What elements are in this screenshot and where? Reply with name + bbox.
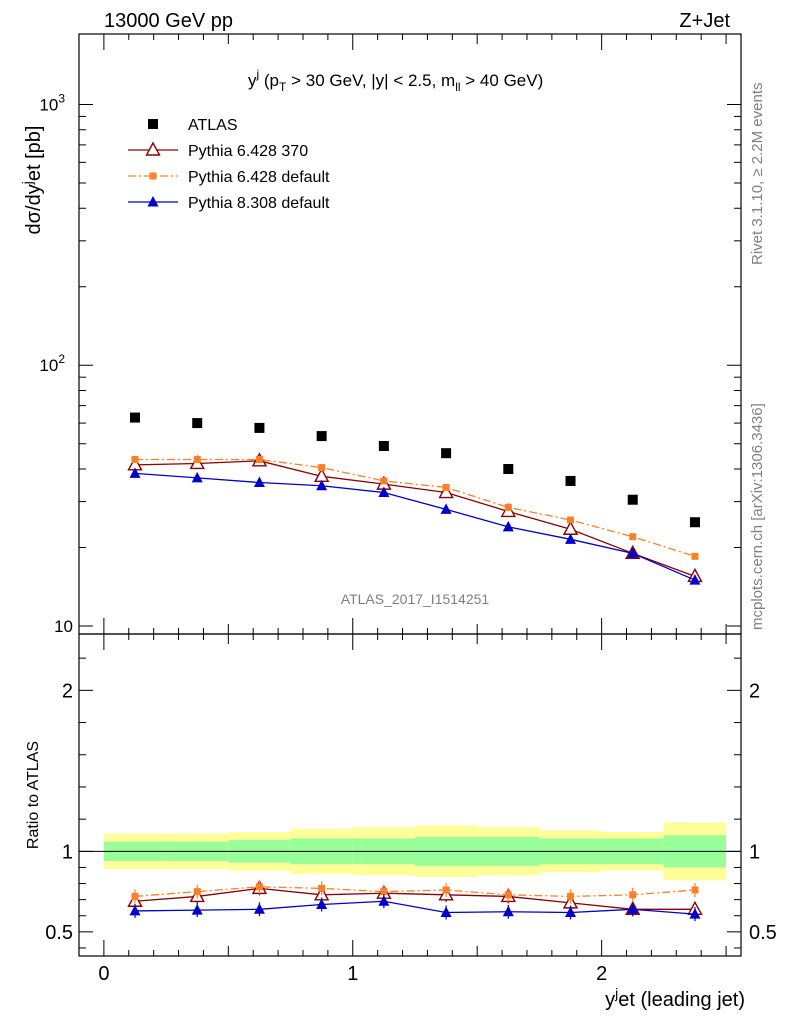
- main-point-0: [441, 448, 452, 459]
- ratio-y-tick-label-right: 2: [749, 680, 760, 702]
- ratio-point-2: [380, 888, 388, 896]
- ratio-point-2: [318, 884, 326, 892]
- ratio-uncertainty-bands: [79, 822, 741, 881]
- ratio-point-3: [689, 908, 701, 919]
- legend: ATLAS Pythia 6.428 370 Pythia 6.428 defaul…: [128, 117, 330, 212]
- rivet-version-label: Rivet 3.1.10, ≥ 2.2M events: [749, 83, 766, 266]
- main-y-axis-label: dσ/dyjet [pb]: [19, 126, 45, 235]
- main-point-2: [442, 483, 450, 491]
- main-y-tick-label: 102: [39, 352, 65, 375]
- x-axis-label: yjet (leading jet): [605, 985, 745, 1011]
- ratio-series-line-1: [134, 887, 695, 910]
- ratio-y-tick-label-left: 2: [62, 680, 73, 702]
- main-y-tick-label: 103: [39, 91, 65, 114]
- main-point-0: [503, 464, 514, 475]
- main-point-2: [255, 456, 263, 464]
- ratio-point-3: [253, 903, 265, 914]
- main-point-3: [253, 476, 265, 488]
- main-point-2: [193, 456, 201, 464]
- ratio-y-axis-label: Ratio to ATLAS: [25, 741, 42, 849]
- main-point-0: [316, 431, 327, 442]
- ratio-panel-frame: [78, 633, 742, 957]
- legend-label: Pythia 6.428 default: [188, 169, 330, 186]
- main-series-line-3: [134, 472, 696, 581]
- ratio-y-tick-label-right: 0.5: [749, 922, 777, 944]
- ratio-point-3: [627, 903, 639, 914]
- legend-label: Pythia 6.428 370: [188, 143, 308, 160]
- main-point-0: [565, 475, 576, 486]
- ratio-point-3: [378, 895, 390, 906]
- ratio-y-tick-label-right: 1: [749, 841, 760, 863]
- main-point-3: [440, 503, 452, 514]
- ratio-point-3: [565, 906, 577, 918]
- analysis-label: ATLAS_2017_I1514251: [341, 591, 490, 607]
- main-point-0: [378, 441, 389, 452]
- main-point-2: [131, 456, 139, 464]
- legend-marker: [148, 119, 158, 129]
- ratio-point-2: [255, 883, 263, 891]
- ratio-y-tick-label-left: 0.5: [45, 922, 73, 944]
- main-point-0: [254, 422, 265, 433]
- main-point-3: [378, 486, 390, 498]
- beam-label: 13000 GeV pp: [104, 10, 233, 32]
- main-point-2: [380, 477, 388, 485]
- ratio-point-2: [131, 892, 139, 900]
- legend-marker: [147, 196, 159, 207]
- main-point-2: [691, 552, 699, 560]
- ratio-y-tick-label-left: 1: [62, 841, 73, 863]
- legend-label: Pythia 8.308 default: [188, 195, 330, 212]
- plot-title: yj (pT > 30 GeV, |y| < 2.5, mll > 40 GeV…: [248, 67, 543, 94]
- main-panel-frame: [78, 33, 742, 635]
- main-point-2: [318, 464, 326, 472]
- ratio-point-2: [504, 891, 512, 899]
- main-point-2: [504, 503, 512, 511]
- main-point-3: [565, 533, 577, 544]
- legend-marker: [149, 172, 157, 180]
- main-point-3: [316, 479, 328, 491]
- ratio-point-3: [316, 898, 328, 909]
- main-point-3: [689, 574, 701, 585]
- ratio-point-3: [502, 905, 514, 917]
- main-series-line-2: [134, 458, 696, 557]
- axis-ticks: 10 102 103 0 1 2 0.5 0.5 1 1 2 2: [39, 34, 777, 985]
- ratio-point-2: [691, 886, 699, 894]
- x-tick-label: 0: [98, 963, 109, 985]
- main-point-2: [629, 533, 637, 541]
- ratio-series-line-3: [134, 900, 696, 915]
- main-point-0: [689, 517, 700, 528]
- main-point-3: [129, 467, 141, 478]
- ratio-point-3: [129, 904, 141, 916]
- legend-marker: [145, 141, 161, 156]
- main-series-line-1: [134, 460, 696, 577]
- ratio-point-3: [191, 904, 203, 915]
- main-y-tick-label: 10: [54, 617, 73, 636]
- process-label: Z+Jet: [679, 10, 730, 32]
- ratio-point-2: [193, 888, 201, 896]
- ratio-point-2: [567, 892, 575, 900]
- ratio-point-2: [442, 886, 450, 894]
- legend-label: ATLAS: [188, 117, 238, 134]
- panel-frames: [78, 33, 742, 957]
- ratio-series-line-2: [134, 886, 696, 898]
- main-point-0: [627, 494, 638, 505]
- main-point-0: [129, 412, 140, 423]
- main-point-3: [502, 520, 514, 532]
- ratio-point-3: [440, 906, 452, 918]
- main-point-3: [627, 547, 639, 558]
- main-point-2: [567, 516, 575, 524]
- data-series: [127, 412, 703, 922]
- x-tick-label: 2: [596, 963, 607, 985]
- main-point-1: [438, 484, 454, 499]
- main-point-3: [191, 471, 203, 483]
- main-point-0: [192, 418, 203, 429]
- ratio-point-2: [629, 891, 637, 899]
- mcplots-reference-label: mcplots.cern.ch [arXiv:1306.3436]: [749, 403, 766, 630]
- x-tick-label: 1: [347, 963, 358, 985]
